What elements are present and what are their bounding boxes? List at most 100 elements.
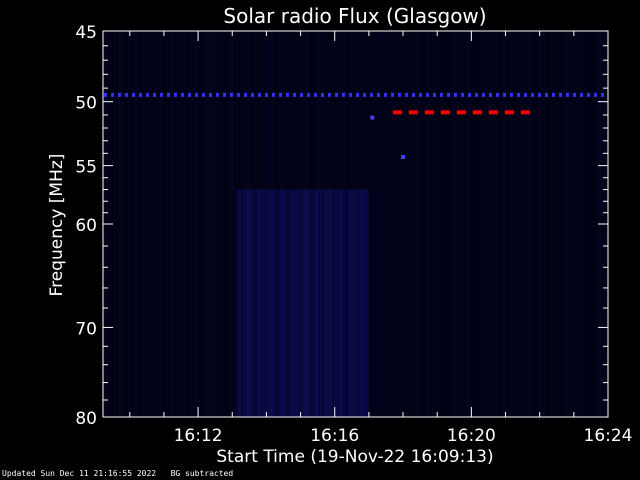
interference-dot	[489, 92, 492, 97]
emission-band-column	[248, 189, 252, 417]
interference-dot	[328, 92, 331, 97]
emission-band-column	[328, 189, 332, 417]
noise-streak	[385, 31, 391, 417]
emission-band-column	[344, 189, 348, 417]
noise-streak	[209, 31, 215, 417]
emission-band-column	[255, 189, 259, 417]
noise-streak	[320, 31, 326, 417]
interference-dot	[440, 92, 443, 97]
noise-streak	[476, 31, 482, 417]
noise-streak	[370, 31, 376, 417]
noise-streak	[330, 31, 336, 417]
emission-band-column	[242, 189, 245, 417]
emission-band-column	[359, 189, 363, 417]
emission-band-column	[317, 189, 321, 417]
interference-dot	[391, 92, 394, 97]
noise-streak	[279, 31, 285, 417]
noise-streak	[204, 31, 210, 417]
noise-streak	[168, 31, 174, 417]
interference-dot	[153, 92, 156, 97]
noise-streak	[133, 31, 139, 417]
noise-streak	[254, 31, 260, 417]
emission-band-column	[235, 189, 239, 417]
noise-streak	[294, 31, 300, 417]
noise-streak	[310, 31, 316, 417]
noise-streak	[431, 31, 437, 417]
noise-streak	[537, 31, 543, 417]
axes: 45 50 55 60 70 80 16:12 16:16 16:20 16:24	[75, 23, 632, 446]
noise-streak	[441, 31, 447, 417]
noise-streak	[466, 31, 472, 417]
emission-band-column	[273, 189, 277, 417]
emission-band-column	[357, 189, 361, 417]
noise-streak	[446, 31, 452, 417]
emission-band-column	[282, 189, 285, 417]
emission-band-column	[257, 189, 261, 417]
interference-dot	[174, 92, 177, 97]
interference-dot	[209, 92, 212, 97]
interference-dot	[188, 92, 191, 97]
interference-dot	[538, 92, 541, 97]
noise-streak	[118, 31, 124, 417]
noise-streak	[426, 31, 432, 417]
interference-dot	[349, 92, 352, 97]
noise-streak	[501, 31, 507, 417]
interference-dot	[202, 92, 205, 97]
emission-band-column	[337, 189, 341, 417]
noise-streak	[400, 31, 406, 417]
interference-dot	[160, 92, 163, 97]
interference-dot	[132, 92, 135, 97]
emission-band-column	[313, 189, 316, 417]
emission-band-column	[253, 189, 257, 417]
interference-dot	[419, 92, 422, 97]
emission-band-column	[320, 189, 323, 417]
emission-band-column	[326, 189, 330, 417]
interference-dot	[405, 92, 408, 97]
noise-streak	[264, 31, 270, 417]
interference-dot	[503, 92, 506, 97]
interference-dot	[356, 92, 359, 97]
noise-streak	[390, 31, 396, 417]
emission-band-column	[251, 189, 254, 417]
interference-dot	[279, 92, 282, 97]
noise-streak	[451, 31, 457, 417]
noise-streak	[188, 31, 194, 417]
marker-dash	[456, 110, 466, 115]
emission-band-column	[246, 189, 250, 417]
noise-streak	[163, 31, 169, 417]
interference-dot	[258, 92, 261, 97]
noise-streak	[193, 31, 199, 417]
interference-dot	[118, 92, 121, 97]
x-tick-label: 16:16	[310, 426, 359, 446]
noise-streak	[461, 31, 467, 417]
noise-streak	[234, 31, 240, 417]
interference-dot	[433, 92, 436, 97]
marker-dash	[504, 110, 514, 115]
emission-band-column	[297, 189, 301, 417]
interference-dot	[230, 92, 233, 97]
interference-dot	[426, 92, 429, 97]
emission-band-column	[342, 189, 345, 417]
footer: Updated Sun Dec 11 21:16:55 2022 BG subt…	[2, 469, 233, 478]
noise-streak	[557, 31, 563, 417]
noise-streak	[375, 31, 381, 417]
x-tick-label: 16:12	[174, 426, 223, 446]
noise-streak	[587, 31, 593, 417]
y-tick-label: 70	[75, 319, 97, 339]
emission-band-column	[335, 189, 339, 417]
x-axis-label: Start Time (19-Nov-22 16:09:13)	[216, 447, 493, 467]
noise-streak	[552, 31, 558, 417]
interference-dot	[510, 92, 513, 97]
noise-streak	[128, 31, 134, 417]
emission-band-column	[362, 189, 365, 417]
chart-title: Solar radio Flux (Glasgow)	[223, 4, 486, 28]
emission-band-column	[306, 189, 310, 417]
noise-streak	[527, 31, 533, 417]
emission-band-column	[262, 189, 265, 417]
interference-dot	[342, 92, 345, 97]
interference-dot	[545, 92, 548, 97]
noise-streak	[592, 31, 598, 417]
interference-dot	[461, 92, 464, 97]
updated-timestamp: Updated Sun Dec 11 21:16:55 2022	[2, 469, 157, 478]
noise-streak	[582, 31, 588, 417]
